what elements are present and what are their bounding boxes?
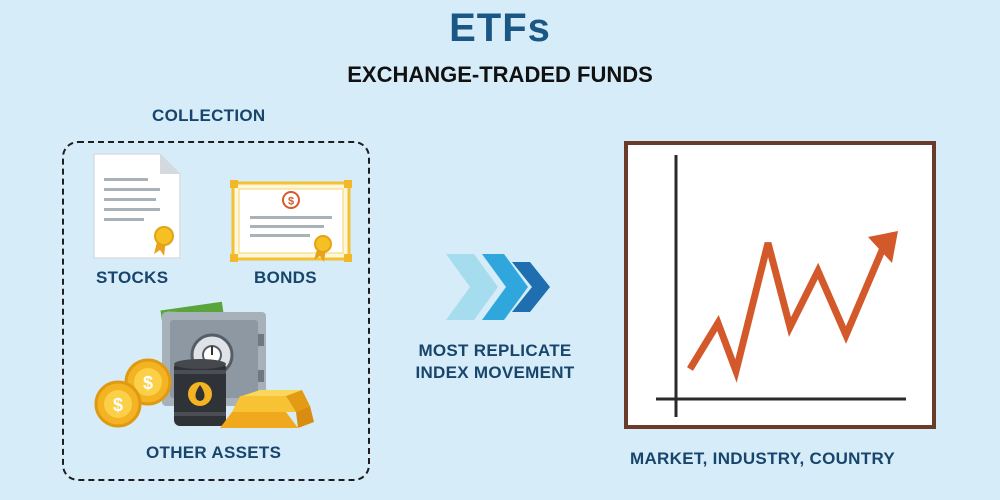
page-subtitle: EXCHANGE-TRADED FUNDS: [347, 62, 653, 87]
stock-certificate-icon: [93, 153, 181, 259]
other-assets-icon: $ $: [94, 301, 314, 428]
oil-barrel-icon: [174, 359, 226, 426]
stocks-label: STOCKS: [96, 268, 169, 287]
bond-certificate-icon: $: [230, 180, 352, 262]
collection-box: [62, 141, 370, 481]
replicate-caption-line1: MOST REPLICATE: [418, 341, 572, 360]
trend-line: [687, 239, 890, 383]
other-assets-label: OTHER ASSETS: [146, 443, 282, 462]
collection-label: COLLECTION: [152, 106, 266, 125]
replicate-caption: MOST REPLICATE INDEX MOVEMENT: [400, 340, 590, 384]
triple-chevron-arrow-icon: [446, 254, 550, 320]
coins-icon: $ $: [94, 358, 172, 428]
svg-text:$: $: [288, 196, 294, 208]
trend-arrow-head: [868, 231, 898, 263]
trend-chart-icon: [624, 141, 936, 429]
page-title: ETFs: [449, 6, 551, 50]
svg-text:$: $: [113, 395, 123, 415]
gold-bars-icon: [220, 390, 314, 428]
svg-text:$: $: [143, 373, 153, 393]
replicate-caption-line2: INDEX MOVEMENT: [415, 363, 575, 382]
bonds-label: BONDS: [254, 268, 317, 287]
market-industry-country-label: MARKET, INDUSTRY, COUNTRY: [630, 449, 896, 468]
